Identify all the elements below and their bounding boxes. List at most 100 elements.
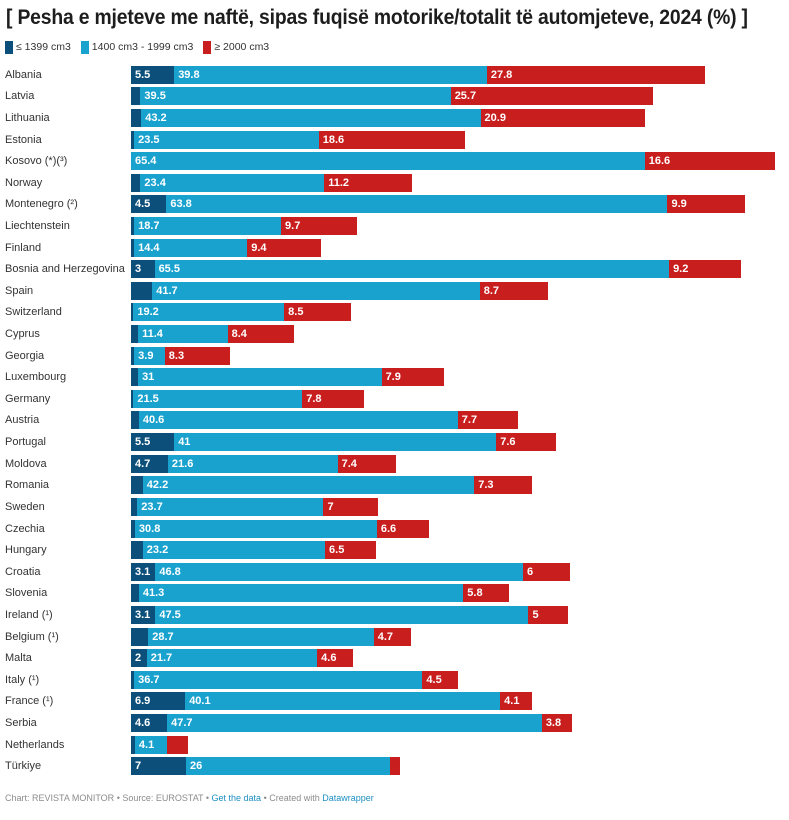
- category-label: Switzerland: [5, 306, 62, 319]
- bar-segment-le-1399: [131, 584, 139, 603]
- category-label: Montenegro (²): [5, 198, 78, 211]
- bar-segment-1400-1999: 46.8: [155, 562, 523, 581]
- bar-segment-1400-1999: 47.7: [167, 714, 542, 732]
- data-label: 41.7: [156, 284, 178, 297]
- data-label: 8.7: [483, 284, 500, 297]
- bar-segment-1400-1999: 4.1: [134, 735, 168, 754]
- data-label: 9.7: [285, 219, 301, 232]
- category-label: Czechia: [5, 522, 45, 535]
- bar-segment-1400-1999: 3.9: [134, 346, 165, 365]
- bar-segment-le-1399: 3.1: [131, 562, 156, 581]
- data-label: 27.8: [490, 68, 513, 81]
- bar-segment-ge-2000: 27.8: [486, 65, 706, 84]
- data-label: 9.4: [251, 241, 267, 254]
- legend-swatch-le-1399: [5, 40, 13, 54]
- category-label: Liechtenstein: [5, 219, 70, 232]
- bar-segment-le-1399: 2: [131, 649, 147, 668]
- bar-segment-le-1399: [131, 281, 153, 300]
- data-label: 4.5: [426, 673, 442, 686]
- bar-segment-le-1399: [131, 497, 138, 516]
- data-label: 4.5: [135, 198, 151, 211]
- bar-segment-le-1399: [131, 216, 135, 235]
- legend-label: ≤ 1399 cm3: [16, 41, 71, 53]
- data-label: 5.8: [467, 587, 483, 600]
- bar-segment-1400-1999: 42.2: [142, 476, 475, 495]
- data-label: 6: [526, 565, 534, 578]
- bar-segment-1400-1999: 63.8: [166, 195, 668, 214]
- legend-label: 1400 cm3 - 1999 cm3: [91, 41, 194, 53]
- bar-segment-ge-2000: 8.7: [479, 281, 549, 300]
- bar-segment-ge-2000: 5: [528, 605, 568, 624]
- data-label: 21.6: [171, 457, 194, 470]
- bar-segment-ge-2000: 4.7: [373, 627, 411, 646]
- category-label: France (¹): [5, 695, 54, 708]
- bar-segment-1400-1999: 65.5: [154, 260, 670, 279]
- data-label: 23.5: [138, 133, 160, 146]
- data-label: 7.4: [341, 457, 357, 470]
- bar-segment-ge-2000: 8.3: [164, 346, 230, 365]
- data-label: 6.9: [135, 695, 151, 708]
- category-label: Kosovo (*)(³): [5, 155, 68, 168]
- category-label: Moldova: [5, 457, 47, 470]
- category-label: Norway: [5, 176, 43, 189]
- legend-item-ge-2000: ≥ 2000 cm3: [203, 40, 269, 54]
- bar-segment-1400-1999: 19.2: [133, 303, 285, 322]
- data-label: 4.6: [321, 652, 337, 665]
- data-label: 7.6: [500, 436, 516, 449]
- bar-segment-1400-1999: 41: [174, 433, 497, 452]
- legend-item-1400-1999: 1400 cm3 - 1999 cm3: [80, 40, 194, 54]
- data-label: 30.8: [138, 522, 161, 535]
- data-label: 7: [327, 500, 334, 513]
- bar-segment-le-1399: [131, 735, 135, 754]
- data-label: 3.8: [545, 717, 562, 729]
- data-label: 47.7: [171, 717, 193, 729]
- bar-segment-ge-2000: 7.7: [457, 411, 519, 430]
- category-label: Finland: [5, 241, 42, 254]
- data-label: 42.2: [146, 479, 169, 492]
- bar-segment-le-1399: [131, 173, 141, 192]
- bar-segment-le-1399: [131, 303, 134, 322]
- bar-segment-1400-1999: 31: [138, 368, 382, 387]
- bar-segment-ge-2000: 18.6: [318, 130, 465, 149]
- data-label: 4.6: [135, 717, 151, 729]
- bar-segment-le-1399: 5.5: [131, 433, 175, 452]
- data-label: 5.5: [135, 68, 151, 81]
- datawrapper-link[interactable]: Datawrapper: [322, 793, 374, 803]
- bar-segment-le-1399: [131, 670, 135, 689]
- data-label: 3.1: [135, 608, 151, 621]
- category-label: Ireland (¹): [5, 608, 53, 621]
- data-label: 19.2: [137, 306, 159, 319]
- chart-footer: Chart: REVISTA MONITOR • Source: EUROSTA…: [5, 793, 374, 803]
- bar-segment-ge-2000: 7: [323, 497, 379, 516]
- footer-source: Source: EUROSTAT: [122, 793, 204, 803]
- bar-segment-1400-1999: 30.8: [134, 519, 377, 538]
- data-label: 39.5: [144, 90, 166, 103]
- bar-segment-ge-2000: 4.5: [422, 670, 458, 689]
- data-label: 18.7: [138, 219, 160, 232]
- data-label: 40.1: [189, 695, 211, 708]
- category-label: Slovenia: [5, 587, 48, 600]
- data-label: 65.5: [158, 263, 180, 276]
- bar-segment-ge-2000: 5.8: [463, 584, 509, 603]
- bar-segment-1400-1999: 36.7: [134, 670, 423, 689]
- bar-segment-ge-2000: 6.5: [325, 541, 377, 560]
- data-label: 21.5: [137, 392, 159, 405]
- category-label: Serbia: [5, 717, 37, 729]
- category-label: Austria: [5, 414, 40, 427]
- bar-segment-ge-2000: [167, 735, 188, 754]
- data-label: 3.1: [135, 565, 151, 578]
- stacked-bar-chart: Albania 5.5 39.8 27.8 Latvia 39.5 25.7 Lithuani…: [5, 65, 776, 776]
- bar-segment-1400-1999: 21.6: [167, 454, 338, 473]
- data-label: 36.7: [138, 673, 160, 686]
- data-label: 7: [135, 760, 142, 773]
- bar-segment-1400-1999: 39.8: [174, 65, 487, 84]
- data-label: 4.1: [138, 738, 155, 751]
- bar-segment-le-1399: [131, 411, 139, 430]
- bar-segment-ge-2000: 7.3: [474, 476, 532, 495]
- bar-segment-1400-1999: 41.7: [152, 281, 480, 300]
- data-label: 23.7: [141, 500, 163, 513]
- category-label: Croatia: [5, 565, 41, 578]
- bar-segment-ge-2000: 7.6: [496, 433, 556, 452]
- category-label: Cyprus: [5, 328, 40, 341]
- get-the-data-link[interactable]: Get the data: [211, 793, 262, 803]
